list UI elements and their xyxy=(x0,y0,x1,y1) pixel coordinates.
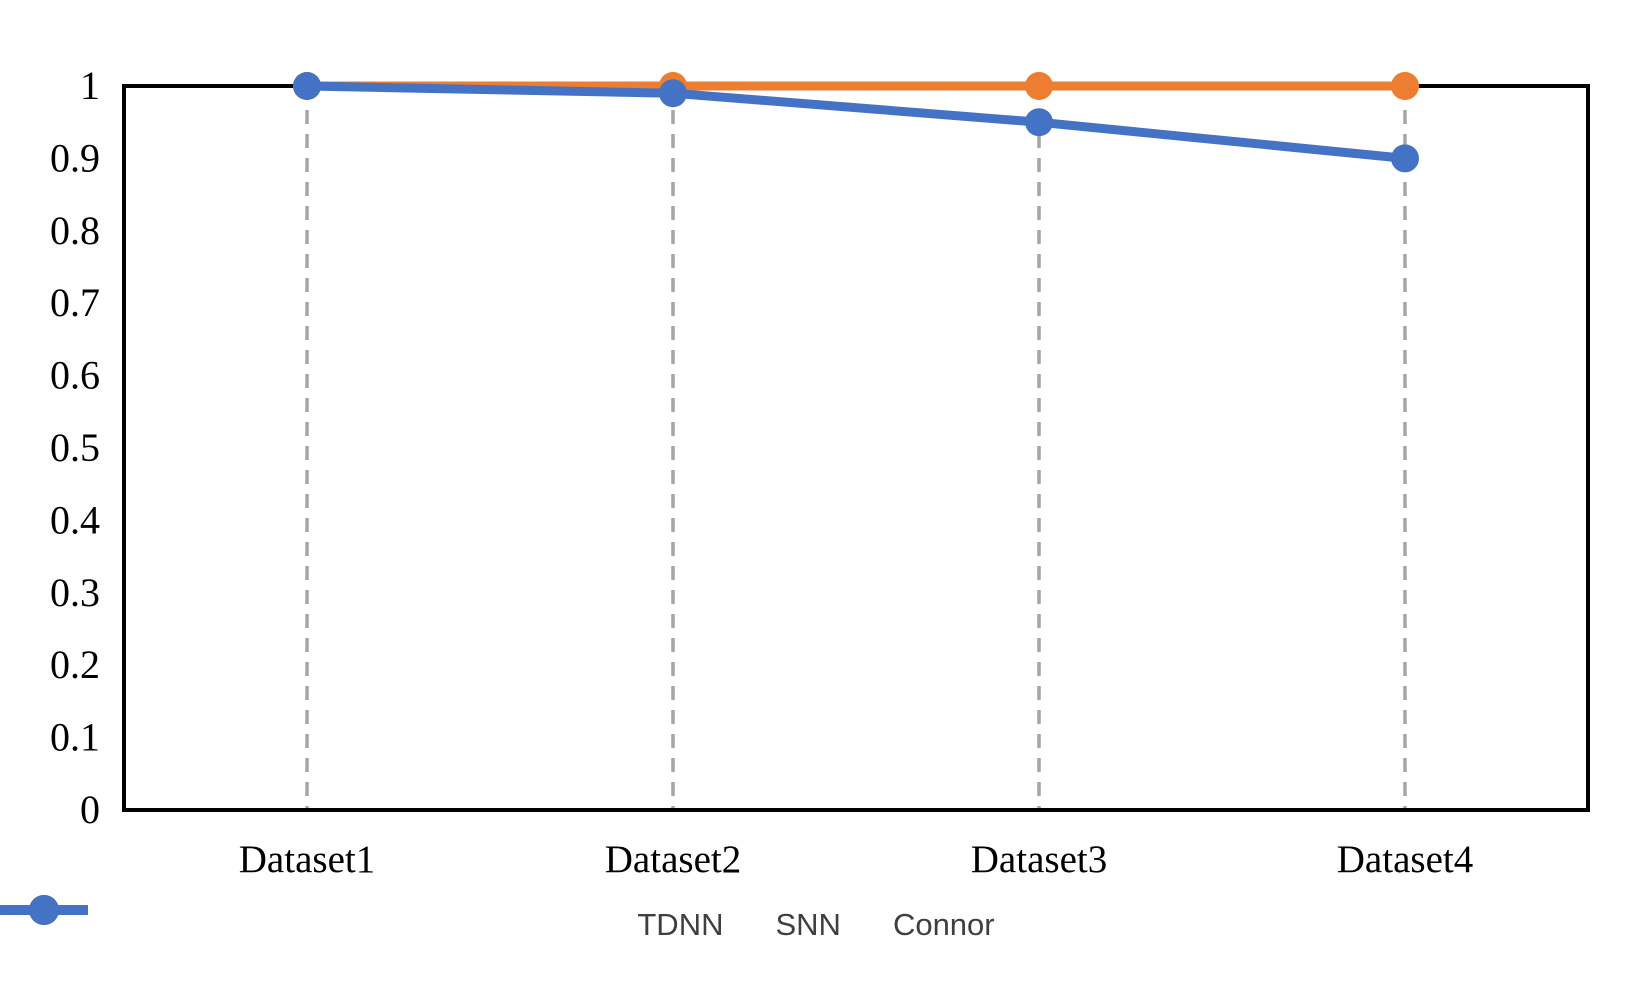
series-line-connor xyxy=(302,81,1410,163)
legend-item-tdnn: TDNN xyxy=(0,895,724,943)
y-tick-label-1: 1 xyxy=(80,63,100,108)
plot-border xyxy=(122,84,1590,812)
point-snn-4 xyxy=(1391,72,1419,100)
y-tick-label-0.8: 0.8 xyxy=(50,208,100,253)
legend-label-snn: SNN xyxy=(775,907,841,942)
legend-marker-connor-icon xyxy=(0,895,88,925)
y-tick-label-0: 0 xyxy=(80,787,100,832)
x-tick-label-1: Dataset1 xyxy=(239,838,375,881)
point-connor-4 xyxy=(1391,144,1419,173)
point-connor-1 xyxy=(293,72,321,100)
x-tick-label-4: Dataset4 xyxy=(1337,838,1473,881)
y-tick-label-0.6: 0.6 xyxy=(50,353,100,398)
legend-item-snn: SNN xyxy=(0,895,841,943)
legend-label-connor: Connor xyxy=(892,907,995,942)
point-connor-2 xyxy=(659,79,687,108)
y-tick-label-0.3: 0.3 xyxy=(50,570,100,615)
legend-item-connor: Connor xyxy=(0,895,995,943)
x-tick-label-3: Dataset3 xyxy=(971,838,1107,881)
x-tick-label-2: Dataset2 xyxy=(605,838,741,881)
y-tick-label-0.1: 0.1 xyxy=(50,715,100,760)
chart-legend: TDNN SNN Connor xyxy=(0,893,1632,957)
y-tick-label-0.4: 0.4 xyxy=(50,497,100,542)
y-tick-label-0.7: 0.7 xyxy=(50,280,100,325)
y-tick-label-0.5: 0.5 xyxy=(50,425,100,470)
point-connor-3 xyxy=(1025,108,1053,137)
legend-label-tdnn: TDNN xyxy=(637,907,724,942)
y-tick-label-0.9: 0.9 xyxy=(50,135,100,180)
point-snn-3 xyxy=(1025,72,1053,100)
y-tick-label-0.2: 0.2 xyxy=(50,642,100,687)
